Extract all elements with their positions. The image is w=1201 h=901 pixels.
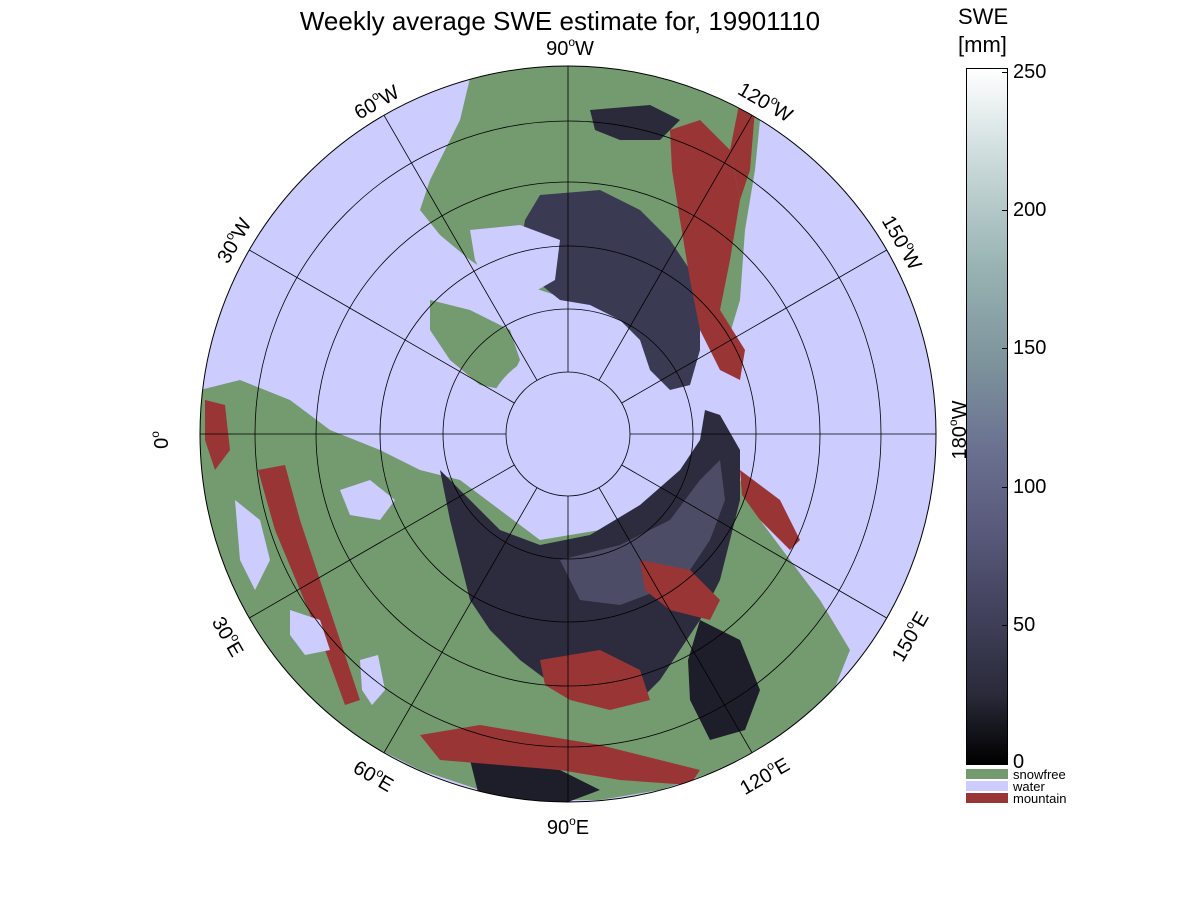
baltic-water: [235, 500, 270, 590]
legend-label-snowfree: snowfree: [1013, 767, 1066, 782]
himalaya-mountain: [420, 725, 700, 785]
swe-colorbar: [966, 68, 1008, 765]
north-america-snow: [520, 190, 700, 390]
legend-swatch-water: [966, 781, 1008, 791]
lon-label-30e: 30oE: [207, 612, 250, 661]
lon-label-180w: 180oW: [946, 400, 971, 459]
colorbar-tick: [1002, 487, 1008, 488]
colorbar-tick-label: 50: [1013, 614, 1036, 636]
hudson-area-snow: [590, 105, 680, 140]
eastern-siberia-dark: [688, 620, 760, 740]
meridian-line: [383, 487, 538, 753]
lon-label-90e: 90oE: [547, 814, 589, 839]
tibet-mountain: [540, 650, 650, 710]
legend-label-mountain: mountain: [1013, 791, 1067, 806]
kamchatka-mountain: [740, 470, 800, 550]
meridian-line: [598, 487, 753, 753]
lon-label-120e: 120oE: [735, 751, 794, 799]
lon-label-150e: 150oE: [885, 607, 933, 666]
map-boundary: [199, 65, 937, 803]
meridian-line: [598, 115, 753, 381]
meridian-line: [383, 115, 538, 381]
land-layer: [200, 66, 850, 802]
arctic-ocean: [483, 349, 653, 519]
rockies-mountain: [670, 120, 745, 380]
graticule: [200, 66, 936, 802]
caspian-water: [360, 655, 385, 705]
lon-label-0: 0o: [148, 431, 173, 449]
colorbar-tick: [1002, 625, 1008, 626]
meridian-line: [249, 464, 515, 619]
colorbar-tick-label: 0: [1013, 751, 1025, 773]
white-sea-water: [340, 480, 395, 520]
legend-swatch-mountain: [966, 793, 1008, 803]
lon-label-90w: 90oW: [546, 35, 594, 60]
hudson-bay-water: [470, 225, 560, 300]
meridian-line: [621, 249, 887, 404]
central-asia-dark: [470, 760, 600, 802]
colorbar-tick-label: 100: [1013, 476, 1047, 498]
legend-swatch-snowfree: [966, 769, 1008, 779]
colorbar-tick-label: 150: [1013, 337, 1047, 359]
greenland-land: [430, 300, 520, 390]
urals-mountain: [258, 465, 360, 705]
east-asia-mountain: [640, 560, 720, 620]
lon-label-60e: 60oE: [349, 754, 398, 797]
meridian-line: [621, 464, 887, 619]
colorbar-unit-line1: SWE: [958, 4, 1009, 29]
colorbar-tick: [1002, 348, 1008, 349]
legend-label-water: water: [1013, 779, 1045, 794]
alaska-mountain: [730, 100, 755, 200]
colorbar-tick-label: 250: [1013, 61, 1047, 83]
colorbar-unit-line2: [mm]: [958, 32, 1007, 57]
colorbar-tick: [1002, 72, 1008, 73]
black-sea-water: [290, 610, 330, 655]
meridian-line: [249, 249, 515, 404]
colorbar-tick: [1002, 210, 1008, 211]
map-title: Weekly average SWE estimate for, 1990111…: [299, 6, 821, 36]
colorbar-tick-label: 200: [1013, 199, 1047, 221]
scandinavia-mountain: [205, 400, 230, 470]
